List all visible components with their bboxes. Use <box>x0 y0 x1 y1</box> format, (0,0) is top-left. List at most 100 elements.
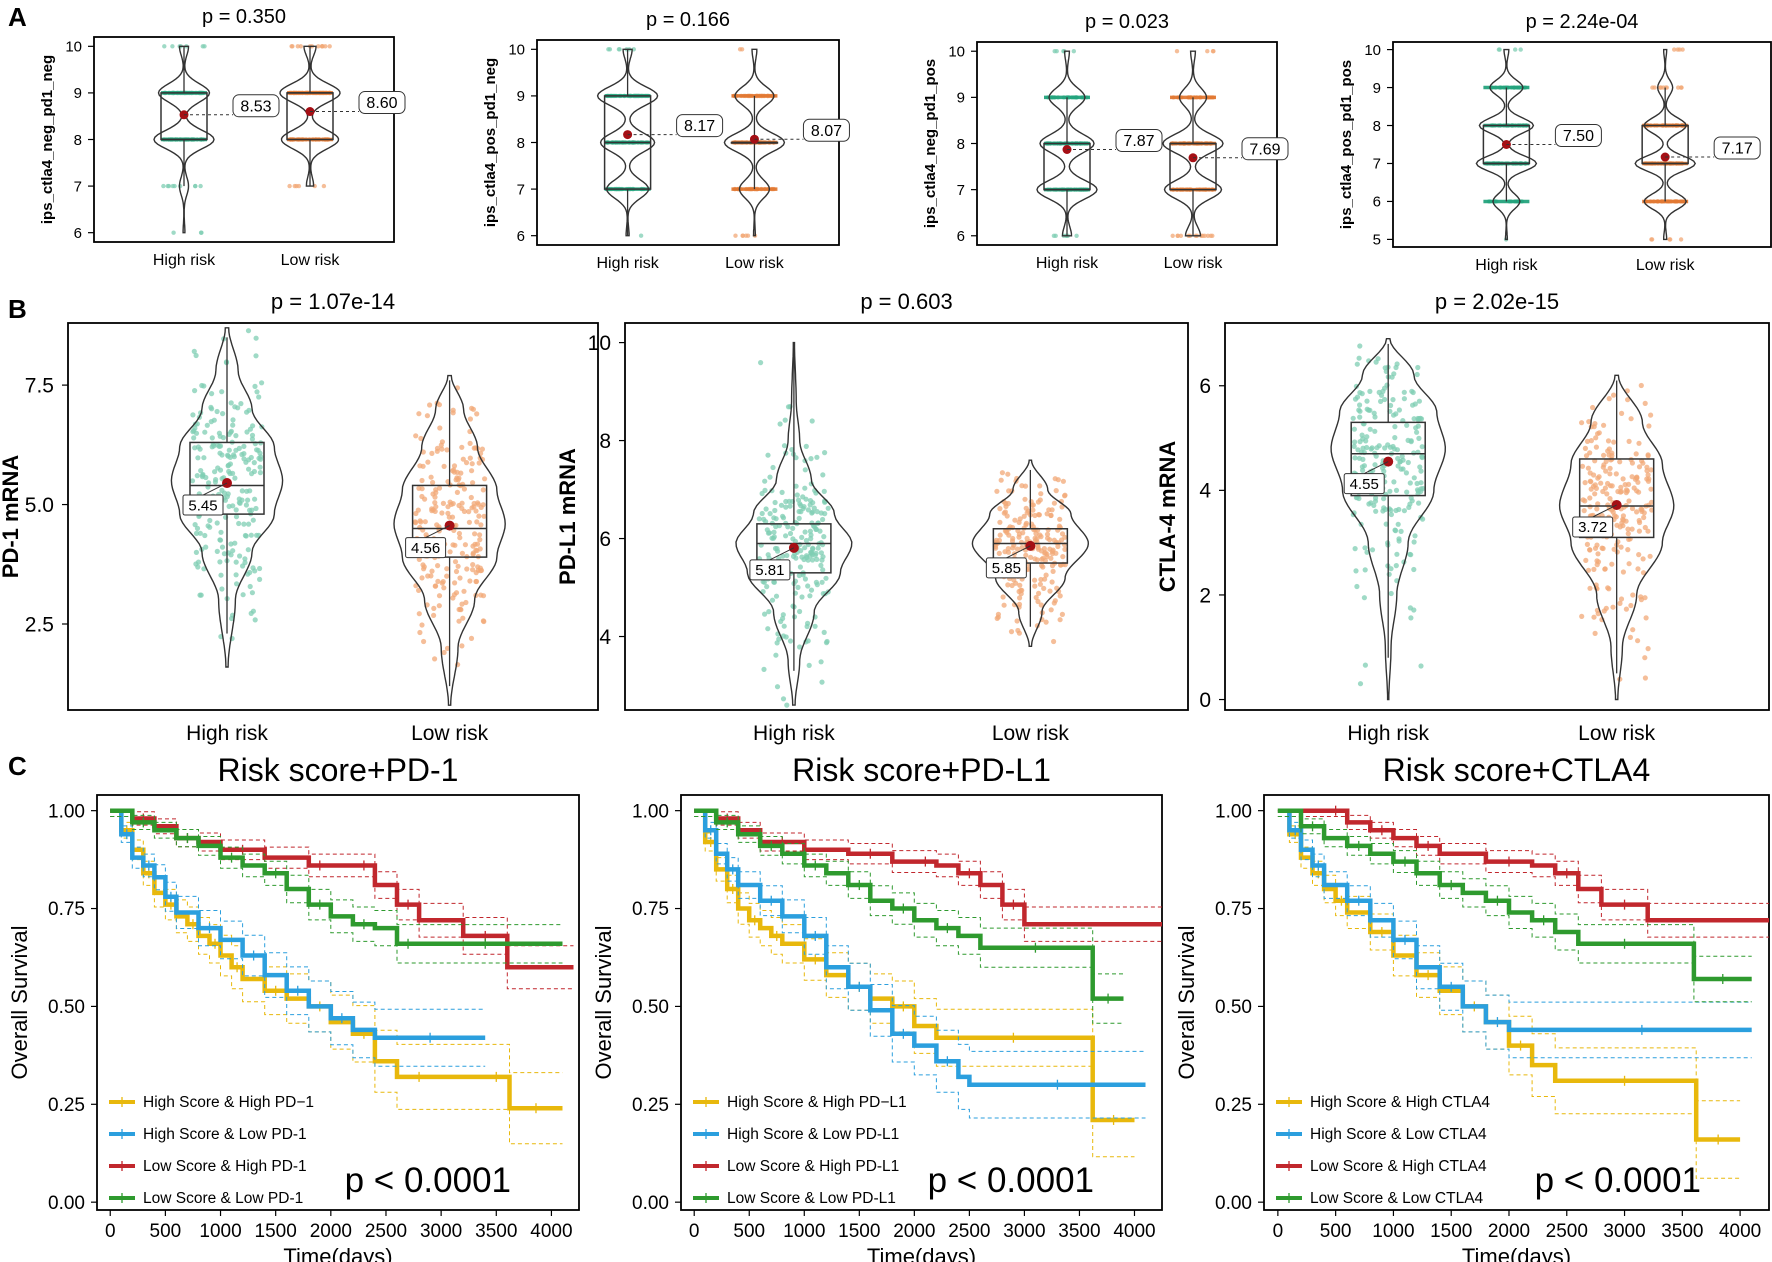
data-point <box>1629 526 1635 532</box>
data-point <box>1178 233 1184 238</box>
confidence-band <box>1277 816 1741 1179</box>
data-point <box>1614 522 1620 528</box>
data-point <box>1032 556 1038 562</box>
data-point <box>1051 500 1057 506</box>
y-axis-label: ips_ctla4_neg_pd1_neg <box>39 55 56 224</box>
data-point <box>459 444 465 450</box>
data-point <box>1036 511 1042 518</box>
data-point <box>777 421 783 427</box>
data-point <box>1603 468 1609 474</box>
mean-label-box <box>1115 128 1163 152</box>
data-point <box>780 612 786 618</box>
data-point <box>202 532 208 539</box>
data-point <box>764 584 770 590</box>
y-tick-label: 1.00 <box>48 801 85 822</box>
data-point <box>814 509 820 515</box>
data-point <box>429 506 435 512</box>
data-point <box>416 556 422 563</box>
data-point <box>766 609 772 615</box>
data-point <box>468 494 474 501</box>
data-point <box>1585 567 1592 573</box>
data-point <box>460 615 466 621</box>
data-point <box>219 389 225 395</box>
data-point <box>1353 568 1359 574</box>
data-point <box>805 638 811 644</box>
data-point <box>433 504 439 510</box>
data-point <box>1051 638 1057 645</box>
data-point <box>1625 397 1631 403</box>
data-point <box>1359 432 1365 438</box>
x-tick-label: 1000 <box>783 1221 825 1242</box>
plot-frame <box>1392 41 1772 248</box>
data-point <box>208 419 214 425</box>
data-point <box>1618 484 1624 490</box>
data-point <box>1024 535 1030 542</box>
data-point <box>1416 500 1422 506</box>
data-point <box>1593 435 1599 441</box>
data-point <box>417 518 423 524</box>
data-point <box>1367 388 1373 394</box>
x-tick-label: 2500 <box>1546 1221 1588 1242</box>
data-point <box>1032 538 1038 544</box>
data-point <box>459 500 465 506</box>
y-axis-label: Overall Survival <box>7 925 32 1079</box>
data-point <box>997 506 1003 512</box>
data-point <box>257 576 263 583</box>
data-point <box>1392 435 1398 441</box>
data-point <box>1411 475 1417 481</box>
data-point <box>1052 476 1058 482</box>
data-point <box>1595 431 1601 437</box>
y-axis-label: CTLA-4 mRNA <box>1155 441 1180 593</box>
data-point <box>192 388 198 394</box>
data-point <box>220 435 226 441</box>
data-point <box>256 394 262 400</box>
y-tick-label: 10 <box>508 42 525 59</box>
data-point <box>242 560 248 566</box>
data-point <box>202 429 208 435</box>
y-tick-label: 7 <box>1373 156 1381 173</box>
box <box>1350 421 1426 497</box>
x-category-label: High risk <box>1036 255 1099 272</box>
mean-label-box <box>405 537 447 559</box>
x-tick-label: 500 <box>733 1221 765 1242</box>
data-point <box>206 480 212 486</box>
data-point <box>239 451 245 458</box>
data-point <box>1351 443 1357 449</box>
data-point <box>1174 49 1180 54</box>
data-point <box>257 450 263 456</box>
x-tick-label: 3500 <box>1661 1221 1703 1242</box>
legend: High Score & High PD−L1 High Score & Low … <box>693 1094 907 1207</box>
data-point <box>772 545 779 552</box>
data-point <box>1004 513 1010 519</box>
data-point <box>1601 452 1607 458</box>
jitter-points <box>1579 382 1655 682</box>
x-tick-label: 0 <box>1273 1221 1284 1242</box>
mean-label-box <box>358 91 406 115</box>
data-point <box>1038 602 1044 608</box>
data-point <box>1411 566 1417 573</box>
y-tick-label: 7 <box>957 182 965 199</box>
data-point <box>1591 566 1597 573</box>
data-point <box>1350 415 1356 421</box>
data-point <box>1605 448 1611 454</box>
data-point <box>226 431 232 437</box>
data-point <box>316 44 321 49</box>
y-tick-label: 10 <box>65 39 82 56</box>
x-category-label: Low risk <box>411 722 489 745</box>
data-point <box>1051 537 1057 543</box>
y-tick-label: 4 <box>599 626 611 649</box>
data-point <box>259 380 265 386</box>
data-point <box>1648 486 1654 492</box>
data-point <box>1374 445 1380 451</box>
data-point <box>1414 371 1420 378</box>
data-point <box>1415 364 1421 371</box>
data-point <box>1035 544 1041 551</box>
confidence-band <box>1277 810 1752 957</box>
data-point <box>740 233 745 238</box>
data-point <box>783 533 789 539</box>
data-point <box>1033 594 1039 601</box>
data-point <box>781 623 787 629</box>
y-axis-label: ips_ctla4_neg_pd1_pos <box>922 59 939 228</box>
data-point <box>427 402 433 408</box>
plot-frame <box>680 794 1163 1211</box>
